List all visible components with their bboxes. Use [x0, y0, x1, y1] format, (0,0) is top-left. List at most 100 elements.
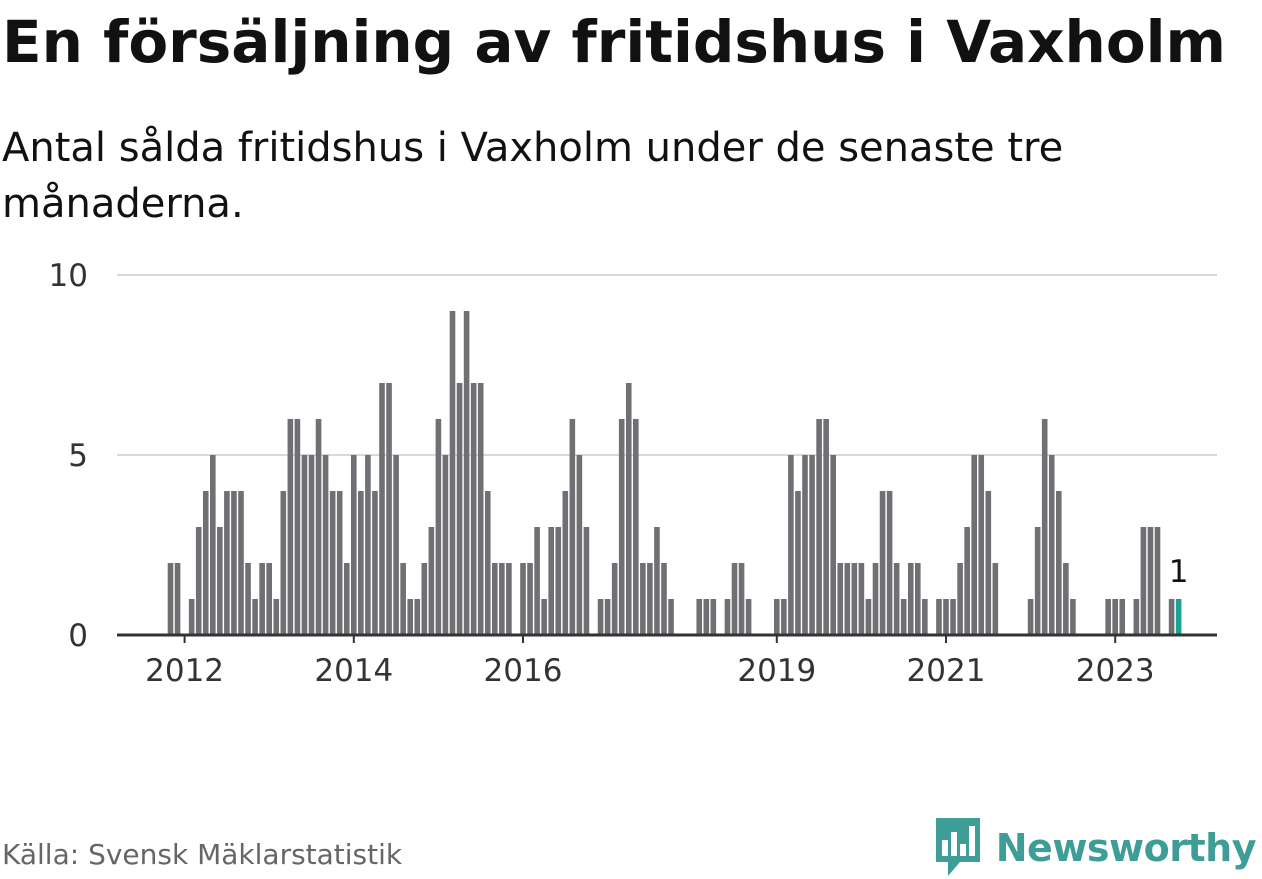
bar: [470, 383, 477, 635]
bar: [407, 599, 413, 635]
bar: [943, 599, 949, 635]
bar: [358, 491, 364, 635]
bar: [400, 563, 406, 635]
bar: [1168, 599, 1175, 635]
brand-name: Newsworthy: [995, 826, 1257, 870]
bar: [386, 383, 392, 635]
bar: [393, 455, 399, 635]
bar: [809, 455, 815, 635]
y-tick-label: 0: [68, 618, 88, 654]
bar: [548, 527, 554, 635]
bar: [1048, 455, 1055, 635]
bar: [456, 383, 463, 635]
bar: [703, 599, 710, 635]
y-tick-label: 5: [68, 438, 88, 474]
bar: [858, 563, 865, 635]
bar: [499, 563, 505, 635]
bar: [301, 455, 308, 635]
bar: [202, 491, 209, 635]
bar: [964, 527, 970, 635]
bar: [1056, 491, 1062, 635]
bar: [900, 599, 907, 635]
bar: [484, 491, 491, 635]
bar: [308, 455, 315, 635]
bar: [844, 563, 851, 635]
bar: [266, 563, 272, 635]
bar: [1063, 563, 1069, 635]
source-label: Källa: Svensk Mäklarstatistik: [2, 838, 403, 871]
bar: [1154, 527, 1161, 635]
bar: [343, 563, 350, 635]
bar-chart: 0 5 10 2012 2014 2016 2019 2021 2023 1: [49, 258, 1217, 689]
bar: [668, 599, 674, 635]
bar: [534, 527, 540, 635]
x-tick-label: 2021: [907, 653, 986, 689]
bar: [520, 563, 526, 635]
bar: [259, 563, 265, 635]
bar: [647, 563, 653, 635]
bar: [816, 419, 822, 635]
bar: [541, 599, 547, 635]
bar: [583, 527, 590, 635]
bar: [224, 491, 230, 635]
bar: [654, 527, 660, 635]
bar: [823, 419, 829, 635]
bar: [1027, 599, 1034, 635]
newsworthy-logo-icon: [935, 818, 980, 876]
bar: [1147, 527, 1154, 635]
bar: [851, 563, 858, 635]
bar: [492, 563, 498, 635]
bar: [188, 599, 195, 635]
bar: [1119, 599, 1126, 635]
bar: [506, 563, 512, 635]
x-tick-label: 2014: [314, 653, 393, 689]
bar: [936, 599, 942, 635]
bar: [837, 563, 844, 635]
bar: [893, 563, 900, 635]
bar: [562, 491, 569, 635]
bar: [907, 563, 914, 635]
bar: [527, 563, 533, 635]
bar: [351, 455, 357, 635]
bar: [477, 383, 484, 635]
bar: [576, 455, 583, 635]
bar: [329, 491, 336, 635]
bar: [569, 419, 576, 635]
y-tick-label: 10: [49, 258, 88, 294]
bar: [252, 599, 258, 635]
bar: [978, 455, 985, 635]
bar: [788, 455, 794, 635]
bar: [738, 563, 745, 635]
bar: [1041, 419, 1048, 635]
bar: [971, 455, 977, 635]
bar: [985, 491, 992, 635]
bar: [774, 599, 780, 635]
bar: [231, 491, 237, 635]
bar: [414, 599, 421, 635]
bar: [710, 599, 717, 635]
bar: [950, 599, 956, 635]
bar: [830, 455, 836, 635]
bar: [640, 563, 646, 635]
bar: [555, 527, 562, 635]
bar: [618, 419, 625, 635]
bar: [294, 419, 301, 635]
bar: [802, 455, 808, 635]
bar: [731, 563, 738, 635]
bar: [611, 563, 618, 635]
bar: [435, 419, 442, 635]
bar: [992, 563, 999, 635]
bar: [1133, 599, 1140, 635]
bar: [781, 599, 787, 635]
bar: [872, 563, 879, 635]
bar: [597, 599, 604, 635]
bar: [372, 491, 378, 635]
bar: [336, 491, 343, 635]
bar: [865, 599, 872, 635]
x-tick-label: 2019: [737, 653, 816, 689]
bar: [879, 491, 886, 635]
bar: [167, 563, 174, 635]
bar: [795, 491, 801, 635]
bar: [957, 563, 963, 635]
bar: [463, 311, 470, 635]
